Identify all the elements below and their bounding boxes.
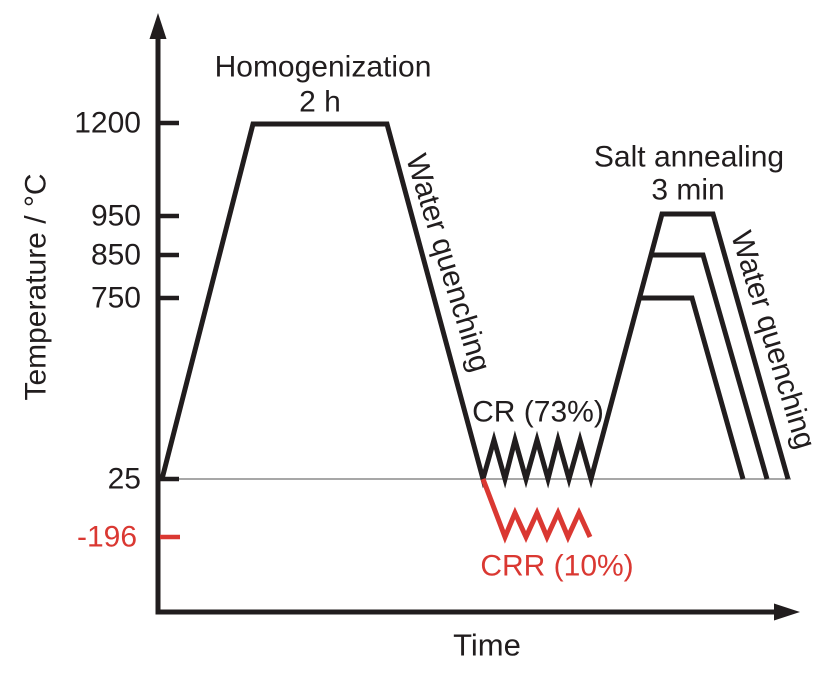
- y-tick-label-950: 950: [91, 200, 141, 233]
- x-axis: [155, 603, 800, 621]
- y-tick-label-25: 25: [108, 463, 141, 496]
- y-axis-arrowhead-icon: [149, 13, 167, 39]
- salt-annealing-750-line: [640, 295, 746, 480]
- homogenization-duration-label: 2 h: [299, 86, 341, 119]
- y-tick-label-minus196: -196: [77, 521, 137, 554]
- cryorolling-label: CRR (10%): [480, 550, 633, 583]
- homogenization-label: Homogenization: [215, 51, 432, 84]
- x-axis-title: Time: [453, 628, 521, 663]
- x-axis-arrowhead-icon: [774, 603, 800, 621]
- y-tick-label-750: 750: [91, 282, 141, 315]
- salt-annealing-duration-label: 3 min: [651, 174, 724, 207]
- y-axis: [149, 13, 180, 612]
- main-process-line: [159, 121, 791, 489]
- y-axis-title: Temperature / °C: [20, 173, 53, 400]
- salt-annealing-850-line: [651, 252, 770, 480]
- y-tick-label-1200: 1200: [74, 107, 141, 140]
- cold-rolling-label: CR (73%): [472, 396, 604, 429]
- cryorolling-line: [480, 478, 593, 544]
- salt-annealing-label: Salt annealing: [594, 141, 784, 174]
- y-tick-label-850: 850: [91, 239, 141, 272]
